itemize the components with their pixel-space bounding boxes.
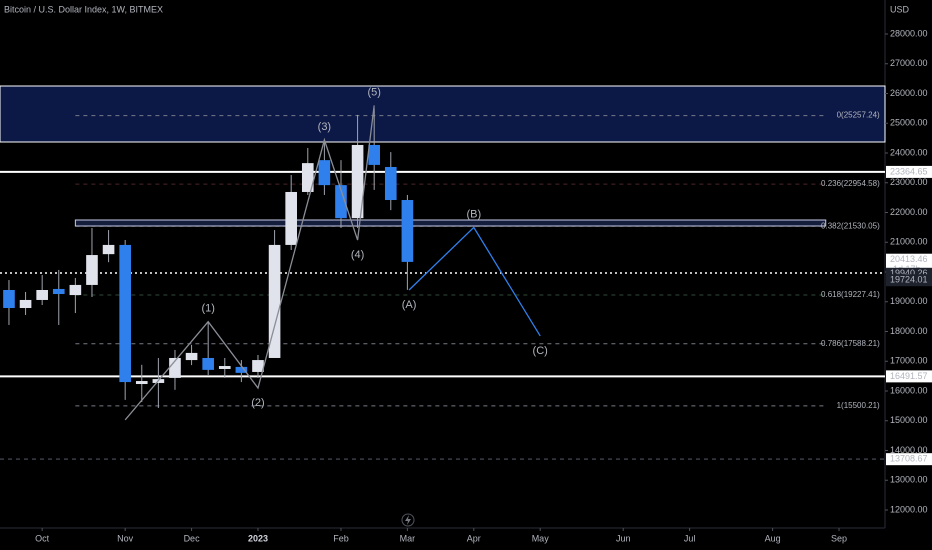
price-tag-label: 20413.46 <box>890 254 928 264</box>
candle-body <box>169 357 181 378</box>
y-tick-label: 23000.00 <box>890 177 928 187</box>
y-tick-label: 26000.00 <box>890 88 928 98</box>
wave-label: (C) <box>533 345 548 357</box>
fib-label: 0(25257.24) <box>837 111 880 120</box>
candle-body <box>351 144 364 219</box>
fib-label: 0.236(22954.58) <box>821 179 880 188</box>
y-tick-label: 21000.00 <box>890 237 928 247</box>
zone <box>0 85 886 143</box>
candle-body <box>69 284 82 296</box>
y-tick-label: 12000.00 <box>890 504 928 514</box>
x-tick-label: Jul <box>684 533 696 543</box>
x-tick-label: Oct <box>35 533 50 543</box>
candle-body <box>218 366 231 369</box>
y-tick-label: 19000.00 <box>890 296 928 306</box>
wave-label: (4) <box>351 249 364 261</box>
candle-body <box>86 255 98 285</box>
candle-body <box>368 144 380 165</box>
candle-body <box>285 191 297 245</box>
y-tick-label: 28000.00 <box>890 28 928 38</box>
x-tick-label: Sep <box>831 533 847 543</box>
price-tag-label: 16491.57 <box>890 371 928 381</box>
candle-body <box>102 244 115 255</box>
x-tick-label: Apr <box>467 533 481 543</box>
candle-body <box>252 360 264 372</box>
wave-line <box>124 105 375 421</box>
y-tick-label: 17000.00 <box>890 356 928 366</box>
candle-body <box>119 244 131 383</box>
wave-label: (3) <box>318 121 331 133</box>
price-tag <box>886 370 932 383</box>
candle-body <box>235 366 248 373</box>
candle-body <box>36 290 48 300</box>
event-icon-bolt <box>405 515 411 525</box>
candle-body <box>384 166 397 201</box>
price-tag <box>886 274 932 287</box>
candle-body <box>19 299 32 308</box>
x-tick-label: Mar <box>400 533 416 543</box>
y-tick-label: 27000.00 <box>890 58 928 68</box>
fib-label: 0.786(17588.21) <box>821 339 880 348</box>
candle-body <box>185 352 198 361</box>
x-tick-label: Nov <box>117 533 134 543</box>
price-tag <box>886 165 932 178</box>
wave-label: (A) <box>402 299 417 311</box>
wave-label: (2) <box>251 397 264 409</box>
x-tick-label: Dec <box>184 533 201 543</box>
event-icon[interactable] <box>401 513 415 527</box>
y-tick-label: 22000.00 <box>890 207 928 217</box>
plot: 0(25257.24) 0.236(22954.58) 0.382(21530.05… <box>0 85 886 460</box>
y-tick-label: 25000.00 <box>890 118 928 128</box>
x-tick-label: Jun <box>616 533 631 543</box>
y-tick-label: 15000.00 <box>890 415 928 425</box>
candle-body <box>3 290 15 308</box>
y-tick-label: 16000.00 <box>890 385 928 395</box>
x-tick-label: 2023 <box>248 533 268 543</box>
fib-label: 1(15500.21) <box>837 401 880 410</box>
candle-body <box>318 160 331 186</box>
y-tick-label: 18000.00 <box>890 326 928 336</box>
fib-label: 0.618(19227.41) <box>821 290 880 299</box>
y-tick-label: 13000.00 <box>890 475 928 485</box>
zone <box>74 219 827 227</box>
price-tag-label: 19940.26 <box>890 268 928 278</box>
price-tag-label: 23364.65 <box>890 166 928 176</box>
price-tag-label: 13708.67 <box>890 454 928 464</box>
price-tag-label: 19724.01 <box>890 275 928 285</box>
candle-body <box>335 185 347 219</box>
wave-label: (5) <box>367 86 380 98</box>
x-tick-label: May <box>532 533 550 543</box>
candle-body <box>135 381 148 385</box>
candle-body <box>52 288 65 295</box>
candle-body <box>301 163 314 192</box>
candle-body <box>401 200 414 262</box>
wave-label: (B) <box>466 208 481 220</box>
y-tick-label: 14000.00 <box>890 445 928 455</box>
candle-body <box>202 357 214 370</box>
fib-label: 0.382(21530.05) <box>821 222 880 231</box>
chart-title: Bitcoin / U.S. Dollar Index, 1W, BITMEX <box>4 4 163 14</box>
y-axis-label: USD <box>890 4 910 14</box>
wave-line <box>408 226 541 337</box>
y-tick-label: 24000.00 <box>890 147 928 157</box>
price-tag <box>886 453 932 466</box>
x-tick-label: Feb <box>333 533 349 543</box>
candle-body <box>268 244 281 358</box>
wave-label: (1) <box>201 303 214 315</box>
x-tick-label: Aug <box>765 533 781 543</box>
